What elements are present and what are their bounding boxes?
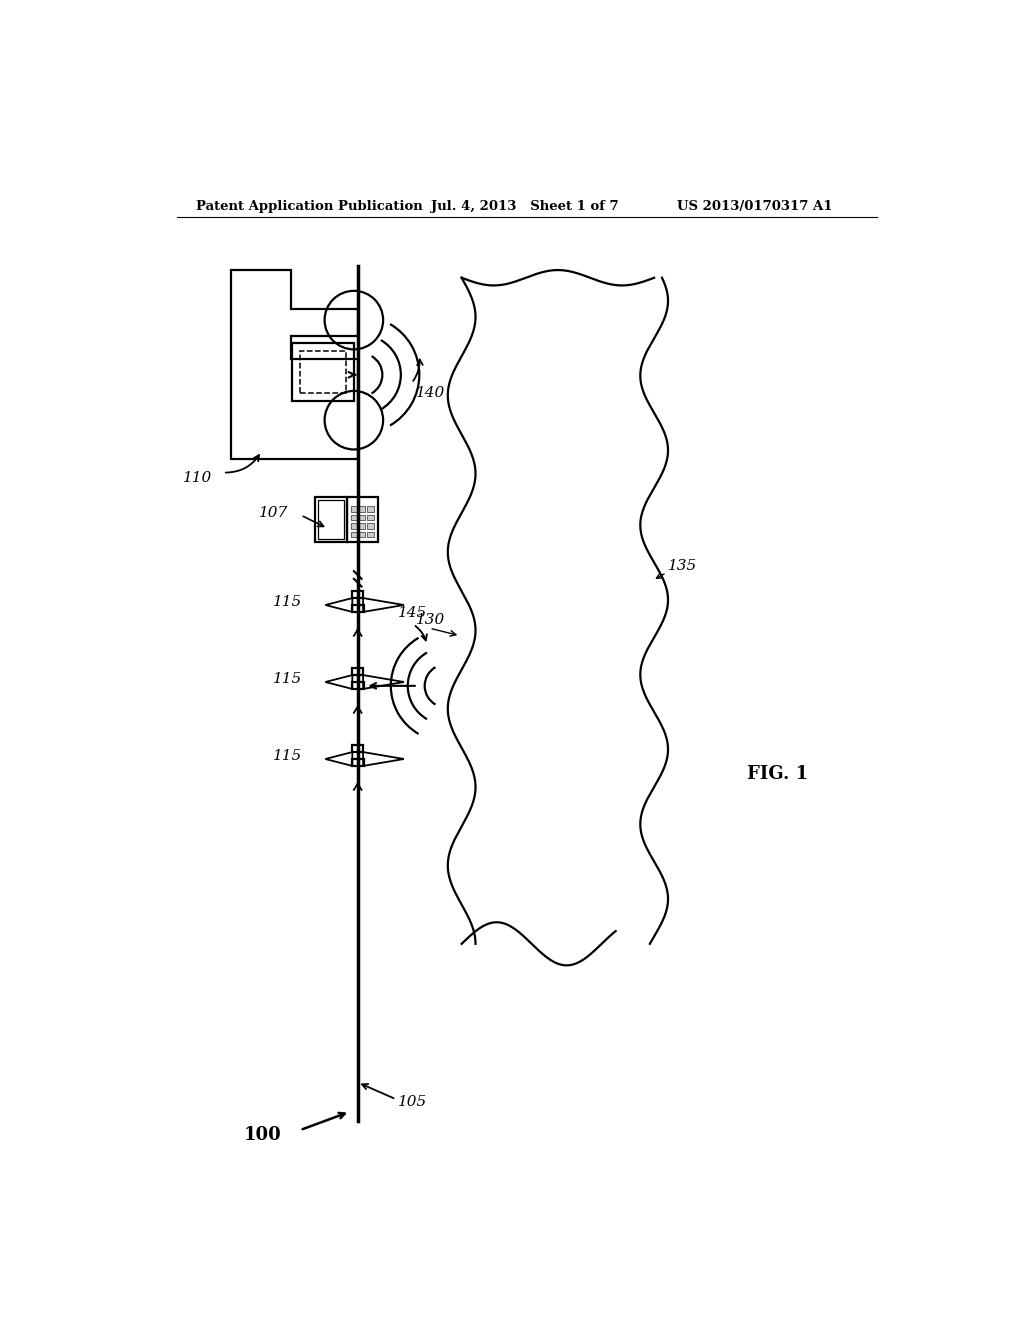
Text: 135: 135 xyxy=(668,560,697,573)
Text: 145: 145 xyxy=(397,606,427,619)
Bar xyxy=(347,498,378,543)
Text: 107: 107 xyxy=(259,506,289,520)
Text: Jul. 4, 2013   Sheet 1 of 7: Jul. 4, 2013 Sheet 1 of 7 xyxy=(431,199,618,213)
Bar xyxy=(352,591,364,598)
Bar xyxy=(368,532,374,537)
Bar xyxy=(350,532,356,537)
Text: US 2013/0170317 A1: US 2013/0170317 A1 xyxy=(677,199,833,213)
Bar xyxy=(350,515,356,520)
Bar xyxy=(368,507,374,512)
Bar xyxy=(350,507,356,512)
Text: 140: 140 xyxy=(416,387,444,400)
Bar xyxy=(352,744,364,752)
Bar xyxy=(314,498,347,543)
Text: 115: 115 xyxy=(273,672,302,686)
Bar xyxy=(351,759,364,766)
Text: 115: 115 xyxy=(273,595,302,609)
Bar xyxy=(300,351,346,393)
Bar xyxy=(292,343,354,401)
Bar xyxy=(351,605,364,612)
Text: 110: 110 xyxy=(183,471,212,484)
Text: 105: 105 xyxy=(397,1096,427,1109)
Bar xyxy=(351,682,364,689)
Bar xyxy=(359,523,366,529)
Text: 130: 130 xyxy=(416,614,444,627)
Text: FIG. 1: FIG. 1 xyxy=(746,766,808,783)
Bar xyxy=(359,515,366,520)
Text: Patent Application Publication: Patent Application Publication xyxy=(196,199,423,213)
Bar xyxy=(368,515,374,520)
Bar xyxy=(368,523,374,529)
Text: 100: 100 xyxy=(244,1126,282,1143)
Bar xyxy=(352,668,364,675)
Bar xyxy=(359,532,366,537)
Bar xyxy=(359,507,366,512)
Bar xyxy=(350,523,356,529)
Bar xyxy=(317,500,344,539)
Text: 115: 115 xyxy=(273,748,302,763)
